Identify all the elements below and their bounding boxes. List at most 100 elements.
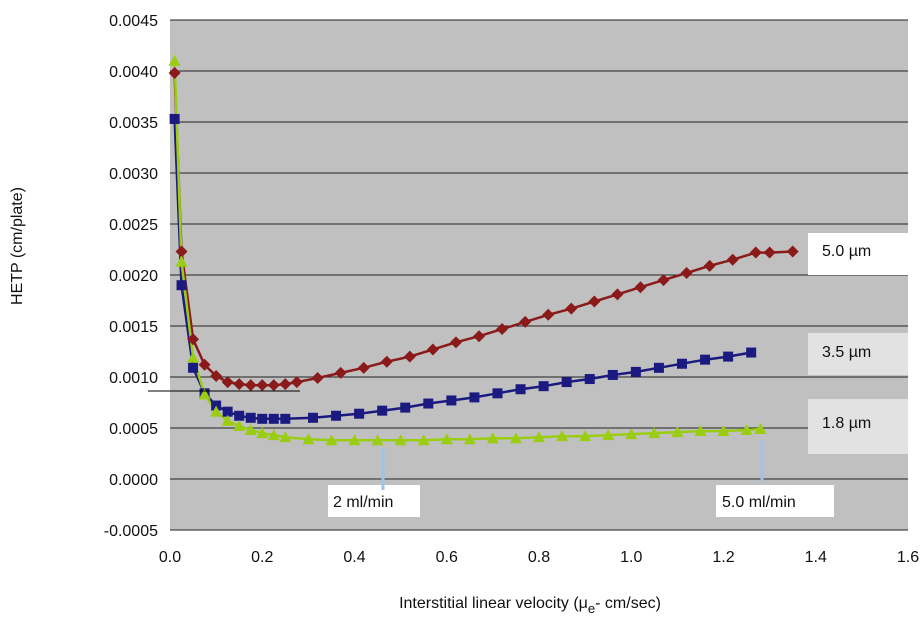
data-point-marker [533,431,545,443]
data-point-marker [169,113,180,124]
data-point-marker [653,362,664,373]
data-point-marker [634,281,647,294]
y-tick-label: 0.0020 [109,268,158,285]
data-point-marker [279,378,292,391]
data-point-marker [588,295,601,308]
annotation-5ml-box [716,485,834,517]
data-point-marker [723,351,734,362]
data-point-marker [446,395,457,406]
label-box-5um [808,233,908,275]
label-box-35um [808,333,908,375]
data-point-marker [354,408,365,419]
data-point-marker [256,427,269,439]
data-point-marker [188,362,199,373]
data-point-marker [763,246,776,259]
data-point-marker [417,434,430,446]
annotation-2ml-box [328,485,420,517]
data-point-marker [280,413,291,424]
data-point-marker [268,413,279,424]
data-point-marker [565,302,578,315]
x-tick-label: 0.0 [159,549,181,566]
data-point-marker [602,429,615,441]
series-label-18um: 1.8 µm [822,415,871,432]
data-point-marker [400,402,411,413]
data-point-marker [648,427,661,439]
x-axis-title-tail: - cm/sec) [595,595,661,612]
data-point-marker [607,369,618,380]
data-point-marker [542,308,555,321]
data-point-marker [579,430,592,442]
data-point-marker [210,405,223,417]
data-point-marker [486,432,499,444]
data-point-marker [717,425,730,437]
data-point-marker [302,433,315,445]
grid-lines [170,19,908,531]
data-point-marker [449,336,462,349]
data-point-marker [334,366,347,379]
data-point-marker [703,259,716,272]
data-point-marker [680,266,693,279]
data-point-marker [556,430,569,442]
y-tick-label: 0.0030 [109,166,158,183]
data-point-marker [380,355,393,368]
y-axis-title: HETP (cm/plate) [9,187,26,305]
annotation-5ml: 5.0 ml/min [722,494,796,511]
data-point-marker [233,419,246,431]
annotation-2ml: 2 ml/min [333,494,393,511]
data-point-marker [221,414,234,426]
data-point-marker [492,388,503,399]
data-point-marker [625,428,638,440]
data-point-marker [210,369,223,382]
data-point-marker [325,434,338,446]
y-tick-label: 0.0040 [109,64,158,81]
y-tick-label: 0.0035 [109,115,158,132]
y-tick-label: -0.0005 [104,523,158,540]
series-label-35um: 3.5 µm [822,344,871,361]
data-point-marker [331,410,342,421]
x-tick-label: 0.8 [528,549,550,566]
data-point-marker [469,392,480,403]
data-point-marker [394,434,407,446]
data-point-marker [496,323,509,336]
data-point-marker [187,351,200,363]
x-tick-label: 1.0 [620,549,642,566]
data-point-marker [244,424,257,436]
x-tick-label: 0.4 [343,549,365,566]
data-point-marker [509,432,522,444]
data-point-marker [377,405,388,416]
data-point-marker [740,424,753,436]
y-tick-label: 0.0000 [109,472,158,489]
y-tick-label: 0.0045 [109,13,158,30]
y-tick-label: 0.0005 [109,421,158,438]
data-point-marker [786,245,799,258]
data-point-marker [726,253,739,266]
data-point-marker [754,423,767,435]
data-point-marker [348,434,361,446]
data-point-marker [256,379,269,392]
data-point-marker [244,379,257,392]
data-point-marker [671,426,684,438]
x-tick-label: 0.6 [436,549,458,566]
y-tick-label: 0.0025 [109,217,158,234]
data-point-marker [222,406,233,417]
data-point-marker [175,255,188,267]
data-point-marker [234,410,245,421]
series-markers [168,54,799,446]
data-point-marker [515,384,526,395]
data-point-marker [267,429,280,441]
data-point-marker [440,433,453,445]
data-point-marker [538,381,549,392]
data-point-marker [307,412,318,423]
data-point-marker [357,361,370,374]
data-point-marker [694,425,707,437]
data-point-marker [267,379,280,392]
data-point-marker [611,288,624,301]
data-point-marker [749,246,762,259]
data-point-marker [311,372,324,385]
data-point-marker [371,434,384,446]
data-point-marker [561,377,572,388]
data-point-marker [463,433,476,445]
x-axis-ticks: 0.0 0.2 0.4 0.6 0.8 1.0 1.2 1.4 1.6 [159,549,919,566]
data-point-marker [245,412,256,423]
